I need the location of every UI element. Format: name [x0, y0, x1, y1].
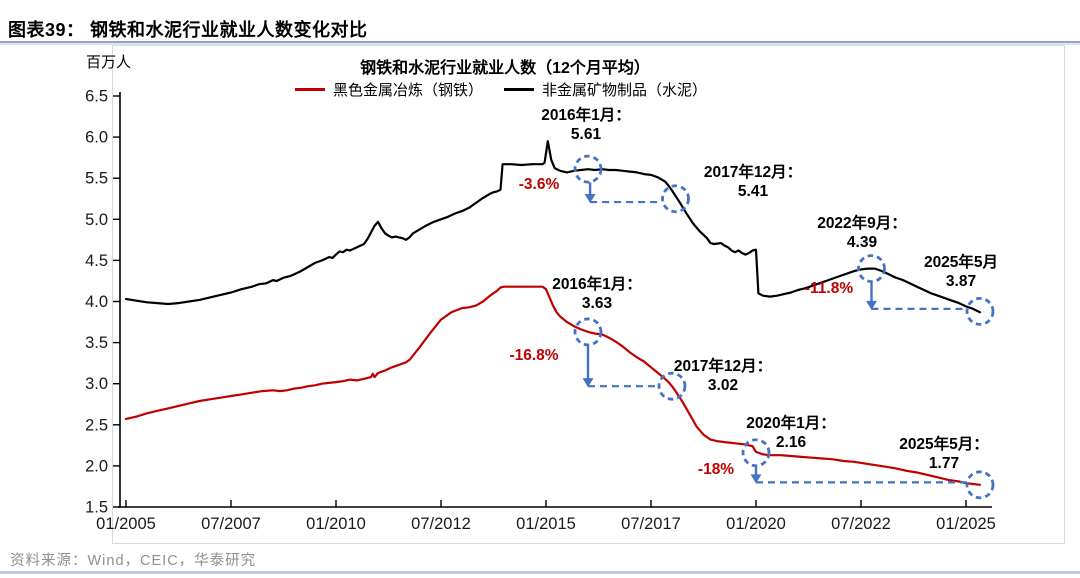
svg-text:2.0: 2.0	[85, 457, 108, 475]
header-divider	[0, 41, 1080, 43]
svg-text:2.5: 2.5	[85, 416, 108, 434]
series-line-cement	[124, 140, 982, 314]
annotation-label-cement-2017: 2017年12月： 5.41	[703, 164, 803, 200]
svg-text:3.5: 3.5	[85, 334, 108, 352]
chart-panel	[112, 45, 1065, 544]
annotation-label-steel-2016: 2016年1月： 3.63	[552, 276, 642, 312]
svg-text:6.5: 6.5	[85, 88, 108, 106]
steel-line-swatch-icon	[295, 88, 325, 91]
legend-item-steel: 黑色金属冶炼（钢铁）	[295, 79, 483, 100]
annotation-label-steel-2017: 2017年12月： 3.02	[673, 358, 773, 394]
source-note: 资料来源：Wind，CEIC，华泰研究	[10, 553, 257, 569]
svg-text:1.5: 1.5	[85, 499, 108, 517]
svg-text:07/2022: 07/2022	[831, 515, 891, 533]
legend-label-cement: 非金属矿物制品（水泥）	[541, 82, 707, 99]
legend: 黑色金属冶炼（钢铁） 非金属矿物制品（水泥）	[295, 79, 707, 100]
drop-arrows	[582, 182, 968, 484]
svg-text:01/2015: 01/2015	[516, 515, 576, 533]
svg-text:5.5: 5.5	[85, 170, 108, 188]
svg-text:07/2017: 07/2017	[621, 515, 681, 533]
axes: 6.5 6.0 5.5 5.0 4.5 4.0 3.5 3.0 2.5 2.0 1.501/2005…	[85, 88, 996, 534]
page-footer-rule	[0, 571, 1080, 574]
svg-text:01/2020: 01/2020	[726, 515, 786, 533]
svg-text:01/2025: 01/2025	[936, 515, 996, 533]
figure-title: 图表39： 钢铁和水泥行业就业人数变化对比	[8, 20, 368, 40]
annotation-circles	[573, 154, 995, 500]
svg-text:6.0: 6.0	[85, 129, 108, 147]
svg-text:5.0: 5.0	[85, 211, 108, 229]
pct-change-cement-2016: -3.6%	[518, 176, 560, 193]
annotation-label-steel-2020: 2020年1月： 2.16	[746, 415, 836, 451]
svg-text:4.5: 4.5	[85, 252, 108, 270]
svg-text:07/2007: 07/2007	[201, 515, 261, 533]
y-axis-unit-label: 百万人	[86, 54, 132, 71]
header-divider-light	[0, 43, 1080, 45]
annotation-label-cement-2016: 2016年1月： 5.61	[541, 107, 631, 143]
chart-title: 钢铁和水泥行业就业人数（12个月平均）	[360, 60, 650, 77]
series-line-steel	[124, 285, 982, 486]
annotation-label-steel-2025: 2025年5月： 1.77	[899, 436, 989, 472]
svg-text:3.0: 3.0	[85, 375, 108, 393]
annotation-label-cement-2025: 2025年5月 3.87	[923, 254, 999, 290]
annotation-label-cement-2022: 2022年9月： 4.39	[817, 215, 907, 251]
svg-text:01/2010: 01/2010	[306, 515, 366, 533]
pct-change-cement-2022: -11.8%	[804, 280, 854, 297]
svg-text:07/2012: 07/2012	[411, 515, 471, 533]
pct-change-steel-2020: -18%	[697, 461, 735, 478]
pct-change-steel-2016: -16.8%	[509, 347, 559, 364]
legend-item-cement: 非金属矿物制品（水泥）	[503, 79, 707, 100]
svg-text:01/2005: 01/2005	[96, 515, 156, 533]
svg-text:4.0: 4.0	[85, 293, 108, 311]
cement-line-swatch-icon	[503, 88, 534, 91]
legend-label-steel: 黑色金属冶炼（钢铁）	[333, 82, 484, 99]
